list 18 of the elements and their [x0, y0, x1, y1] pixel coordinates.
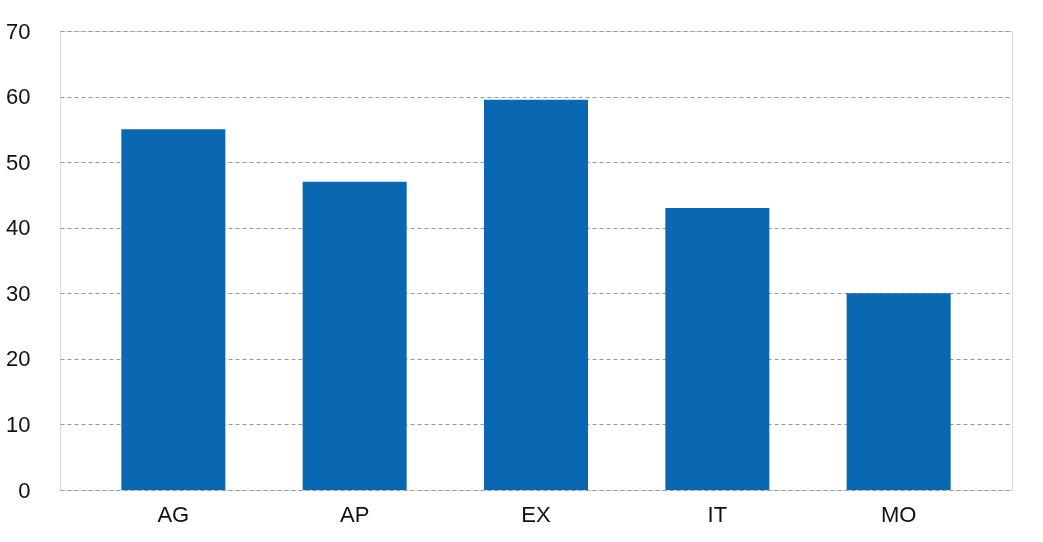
y-tick-label: 50	[6, 149, 31, 175]
x-tick-label: IT	[707, 501, 728, 527]
x-tick-label: MO	[880, 501, 917, 527]
x-tick-label: EX	[521, 501, 551, 527]
y-tick-label: 40	[6, 215, 31, 241]
bar	[484, 99, 588, 490]
bar	[846, 293, 951, 490]
x-tick-label: AP	[339, 501, 370, 527]
y-tick-label: 10	[6, 411, 31, 437]
y-tick-label: 60	[6, 84, 31, 110]
bar	[665, 208, 770, 490]
y-tick-label: 20	[6, 346, 31, 372]
bar	[121, 129, 226, 490]
y-tick-label: 30	[6, 280, 31, 306]
y-tick-label: 70	[6, 18, 31, 44]
bar	[302, 181, 407, 490]
y-tick-label: 0	[18, 477, 31, 503]
x-tick-label: AG	[157, 501, 190, 527]
